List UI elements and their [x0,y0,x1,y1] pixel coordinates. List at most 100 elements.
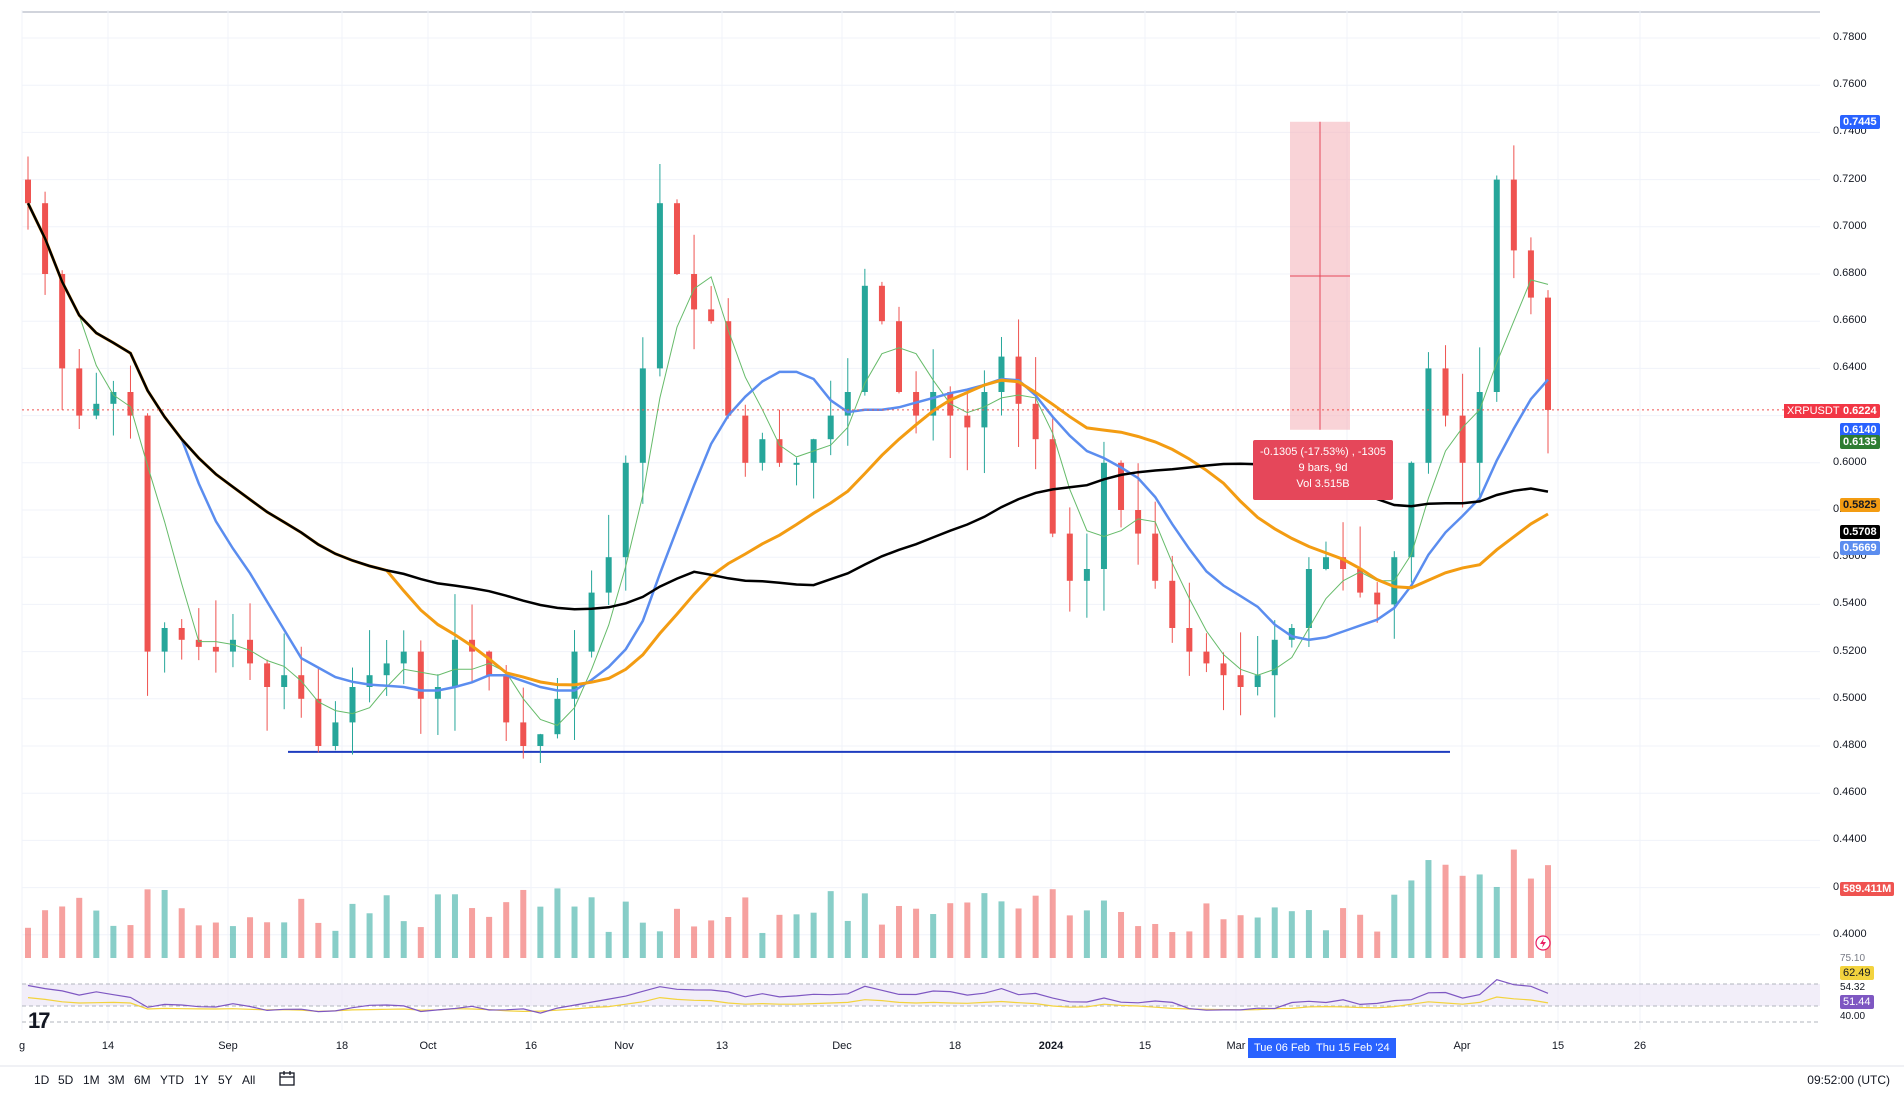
candle-body [229,639,236,652]
time-tick: 13 [715,1040,729,1052]
candle-body [264,663,271,687]
candle-body [144,415,151,652]
volume-bar [776,914,783,958]
candle-body [742,415,749,463]
ma-green-line [27,202,1549,726]
timeframe-button-1m[interactable]: 1M [83,1073,100,1087]
candle-body [1049,439,1056,534]
timeframe-button-1d[interactable]: 1D [34,1073,50,1087]
volume-bar [400,921,407,958]
timeframe-button-6m[interactable]: 6M [134,1073,151,1087]
candle-body [776,439,783,463]
candle-body [844,392,851,416]
volume-bar [1032,895,1039,958]
volume-bar [554,888,561,958]
volume-bar [1066,915,1073,958]
volume-bar [486,916,493,958]
candle-body [1152,533,1159,581]
time-tick: Apr [1453,1040,1471,1052]
candle-body [1271,639,1278,676]
volume-bar [656,931,663,958]
volume-bar [42,910,49,958]
volume-bar [639,922,646,958]
candle-body [1186,628,1193,652]
measure-volume: Vol 3.515B [1296,478,1350,490]
candle-body [827,415,834,440]
timeframe-button-ytd[interactable]: YTD [160,1073,184,1087]
last-price-badge: 0.6224 [1840,404,1880,418]
candle-body [1032,403,1039,440]
calendar-icon[interactable] [278,1069,296,1087]
timeframe-button-5y[interactable]: 5Y [218,1073,233,1087]
candle-body [400,651,407,664]
volume-bar [1510,849,1517,958]
volume-bar [1049,889,1056,958]
time-tick: 15 [1138,1040,1152,1052]
volume-bar [469,908,476,958]
volume-bar [998,901,1005,958]
volume-bar [1220,919,1227,958]
candle-body [161,628,168,652]
candle-body [878,285,885,322]
timeframe-button-all[interactable]: All [242,1073,256,1087]
volume-bar [1135,926,1142,958]
volume-bar [417,927,424,958]
candle-body [59,274,66,369]
volume-badge: 589.411M [1840,882,1895,896]
volume-bar [1254,917,1261,958]
candle-body [1510,179,1517,251]
candle-body [212,646,219,652]
measure-tooltip: -0.1305 (-17.53%) , -1305 9 bars, 9d Vol… [1253,440,1393,500]
volume-bar [1357,914,1364,958]
price-tick: 0.6800 [1833,267,1867,279]
candle-body [1493,179,1500,392]
volume-bar [947,903,954,958]
volume-bar [434,894,441,958]
volume-bar [1305,910,1312,958]
volume-bar [1493,886,1500,958]
candle-body [998,356,1005,392]
volume-bar [810,912,817,958]
volume-bar [1391,894,1398,958]
volume-bar [212,922,219,958]
volume-bar [1476,874,1483,958]
candle-body [110,392,117,404]
volume-bar [964,902,971,958]
measure-change: -0.1305 (-17.53%) , -1305 [1260,446,1386,458]
volume-bar [161,889,168,958]
volume-bar [195,925,202,958]
candle-body [1340,557,1347,569]
timeframe-button-5d[interactable]: 5D [58,1073,74,1087]
price-tick: 0.4600 [1833,786,1867,799]
volume-bar [1340,908,1347,958]
volume-bar [1083,910,1090,958]
time-tick: 16 [524,1040,538,1052]
rsi-low-label: 40.00 [1840,1011,1866,1022]
volume-bar [827,891,834,958]
volume-bar [1271,907,1278,958]
candle-body [1066,533,1073,581]
volume-bar [537,906,544,958]
volume-bar [571,906,578,958]
flash-icon[interactable] [1535,935,1551,951]
volume-bar [281,922,288,958]
timeframe-button-1y[interactable]: 1Y [194,1073,209,1087]
volume-bar [1015,908,1022,958]
candle-body [1100,462,1107,569]
candle-body [554,698,561,735]
ma-blue-line [26,202,1549,692]
volume-bar [127,925,134,958]
price-tick: 0.6400 [1833,361,1867,374]
candle-body [588,592,595,652]
price-tick: 0.7200 [1833,172,1867,185]
candle-body [1442,368,1449,416]
volume-bar [605,931,612,958]
candle-body [1118,462,1125,510]
price-tick: 0.6600 [1833,314,1867,327]
timeframe-button-3m[interactable]: 3M [108,1073,125,1087]
candle-body [93,403,100,416]
ma-black-badge: 0.5708 [1840,525,1880,539]
range-end-pill: Thu 15 Feb '24 [1310,1038,1396,1058]
time-tick: 18 [948,1040,962,1052]
